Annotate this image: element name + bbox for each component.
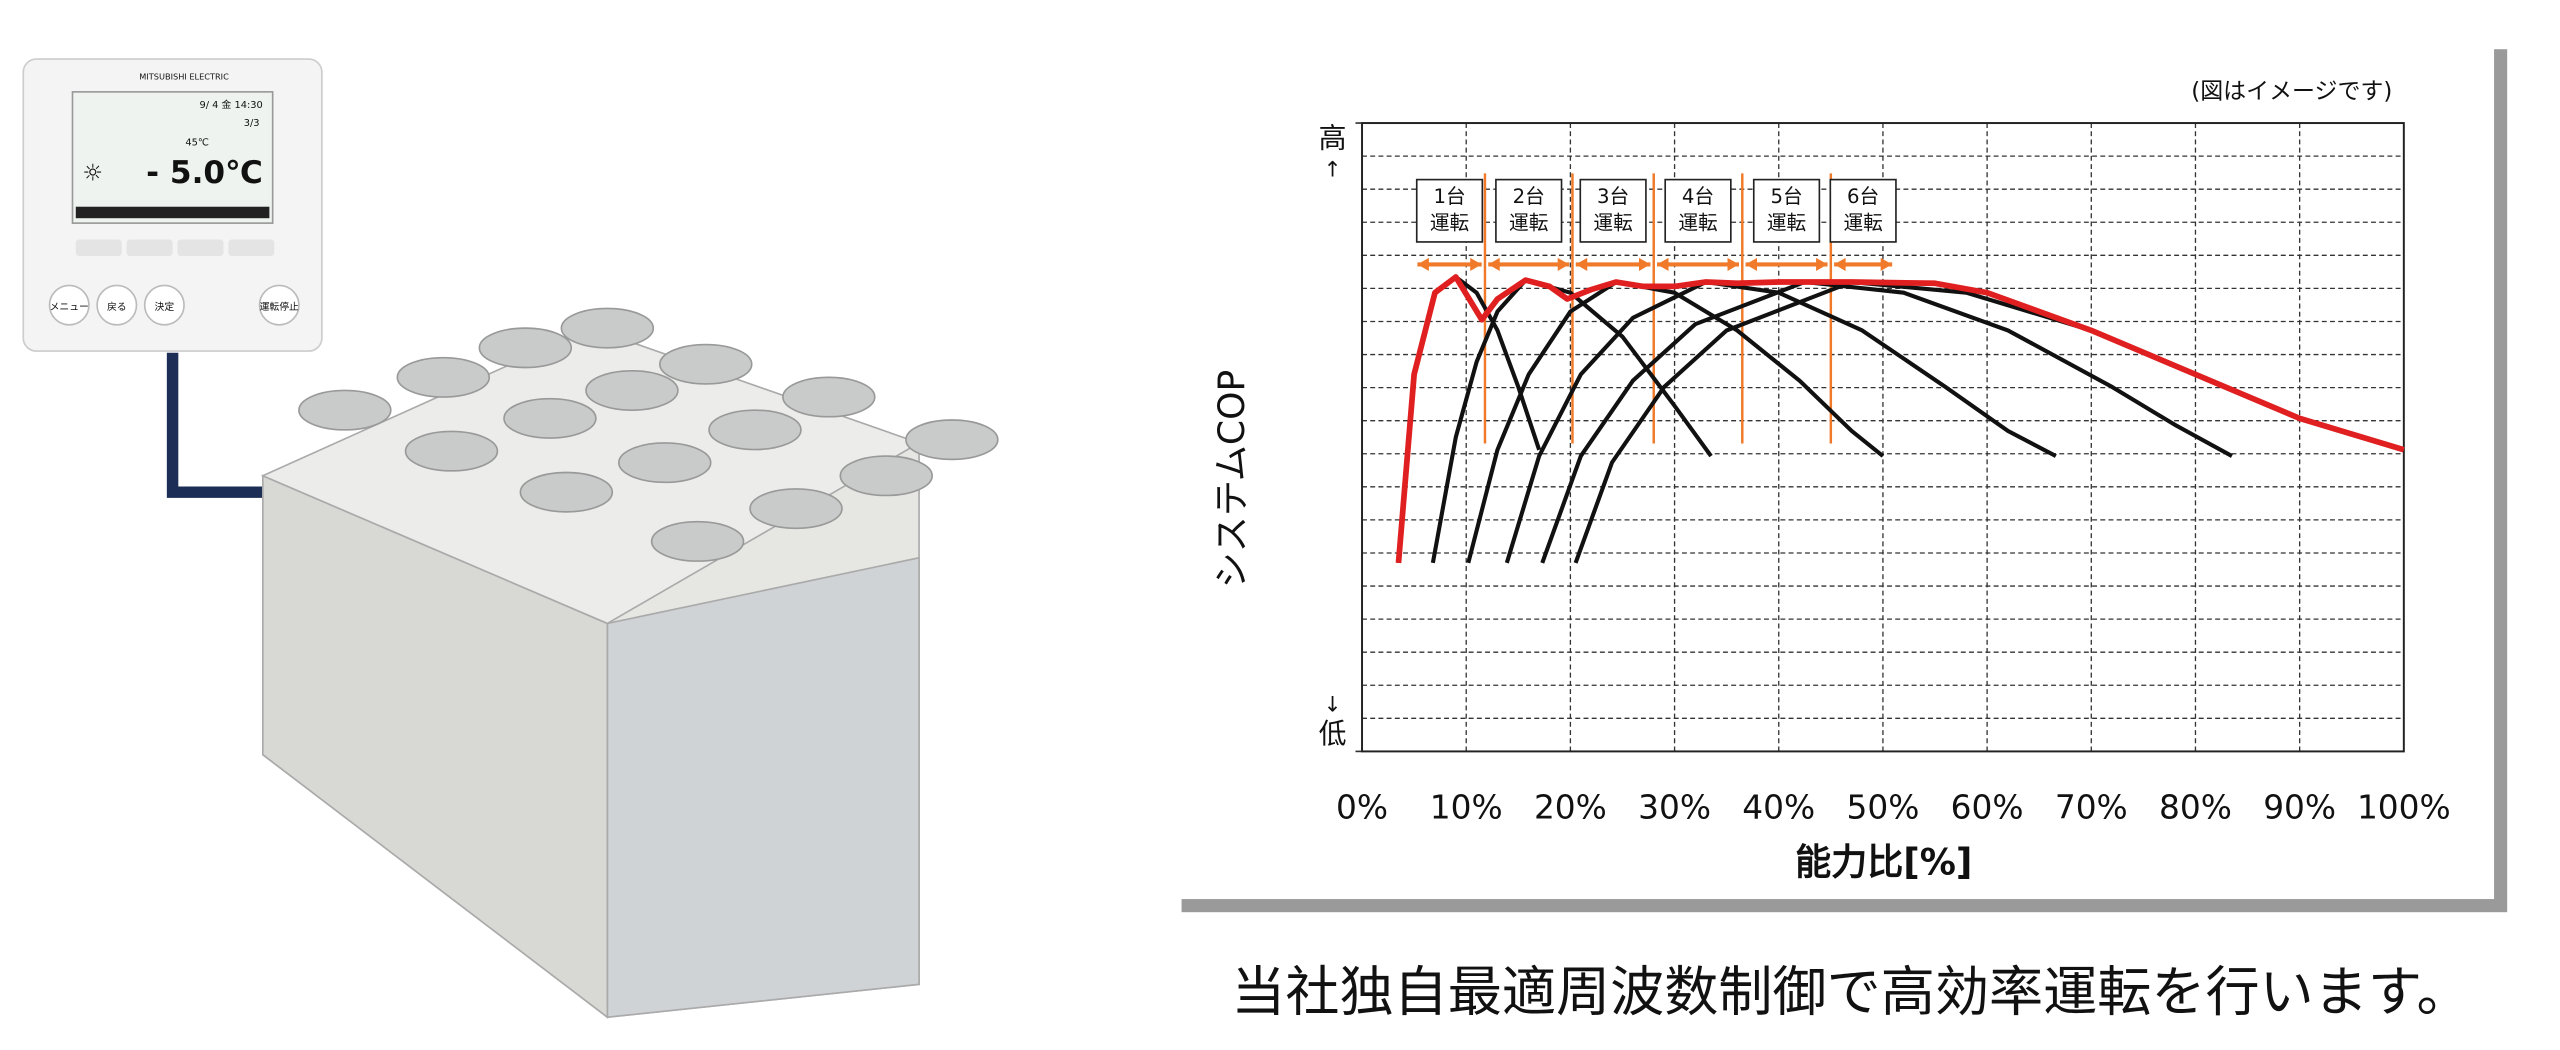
page-indicator: 3/3 [244,118,260,129]
x-tick-label: 50% [1846,788,1919,826]
series-line [1540,279,2233,564]
stage-text: 運転 [1678,211,1717,234]
stage-text: 運転 [1843,211,1882,234]
arrow-up: ↑ [1324,158,1342,183]
stage-text: 運転 [1509,211,1548,234]
x-tick-label: 40% [1742,788,1815,826]
stage-text: 運転 [1430,211,1469,234]
series-line [1395,274,2405,564]
x-tick-label: 20% [1534,788,1607,826]
button-label: 運転停止 [260,300,299,313]
plot-border [1361,122,2405,753]
datetime: 9/ 4 金 14:30 [199,98,262,111]
button[interactable] [177,239,224,256]
arrow-down: ↓ [1324,692,1342,717]
round-button[interactable] [143,284,185,326]
x-tick-label: 10% [1430,788,1503,826]
stage-box [1579,178,1647,243]
sun-icon: ☼ [82,160,103,186]
x-tick-label: 60% [1951,788,2024,826]
stage-box [1829,178,1897,243]
stage-box [1664,178,1732,243]
button-label: 決定 [155,300,175,313]
series-line [1504,279,2057,564]
caption: 当社独自最適周波数制御で高効率運転を行います。 [1231,961,2470,1024]
x-tick-label: 80% [2159,788,2232,826]
stage-unit: 5台 [1770,185,1802,208]
button[interactable] [75,239,122,256]
chart-frame [1168,36,2495,900]
button[interactable] [228,239,275,256]
round-button[interactable] [48,284,90,326]
x-axis-label: 能力比[%] [1795,842,1972,884]
x-tick-label: 30% [1638,788,1711,826]
x-tick-label: 0% [1336,788,1388,826]
reading: - 5.0℃ [146,155,263,191]
x-tick-label: 70% [2055,788,2128,826]
stage-text: 運転 [1767,211,1806,234]
chart-note: (図はイメージです) [2191,78,2392,104]
x-tick-label: 100% [2357,788,2451,826]
remote-buttons: メニュー 戻る 決定 運転停止 [48,284,300,326]
screen [71,91,274,224]
stage-box [1415,178,1484,243]
stage-unit: 2台 [1513,185,1545,208]
y-tick-label: 低 [1319,717,1347,750]
button-label: メニュー [50,302,89,313]
stage-unit: 3台 [1597,185,1629,208]
x-tick-label: 90% [2263,788,2336,826]
stage-box [1752,178,1821,243]
screen-bar [75,206,270,219]
round-button[interactable] [258,284,300,326]
stage-box [1495,178,1563,243]
remote-controller: MITSUBISHI ELECTRIC 9/ 4 金 14:30 3/3 45℃… [22,58,323,498]
round-button[interactable] [96,284,138,326]
stage-unit: 4台 [1682,185,1714,208]
brand: MITSUBISHI ELECTRIC [139,72,229,82]
y-axis-label: システムCOP [1211,370,1253,589]
button-label: 戻る [107,300,127,313]
stage-unit: 1台 [1433,185,1465,208]
outdoor-units [260,307,999,1019]
set-temp: 45℃ [185,138,209,149]
y-tick-label: 高 [1319,121,1347,154]
unit-side [606,556,920,1019]
button[interactable] [126,239,173,256]
cable [166,352,272,498]
stage-text: 運転 [1593,211,1632,234]
stage-unit: 6台 [1847,185,1879,208]
